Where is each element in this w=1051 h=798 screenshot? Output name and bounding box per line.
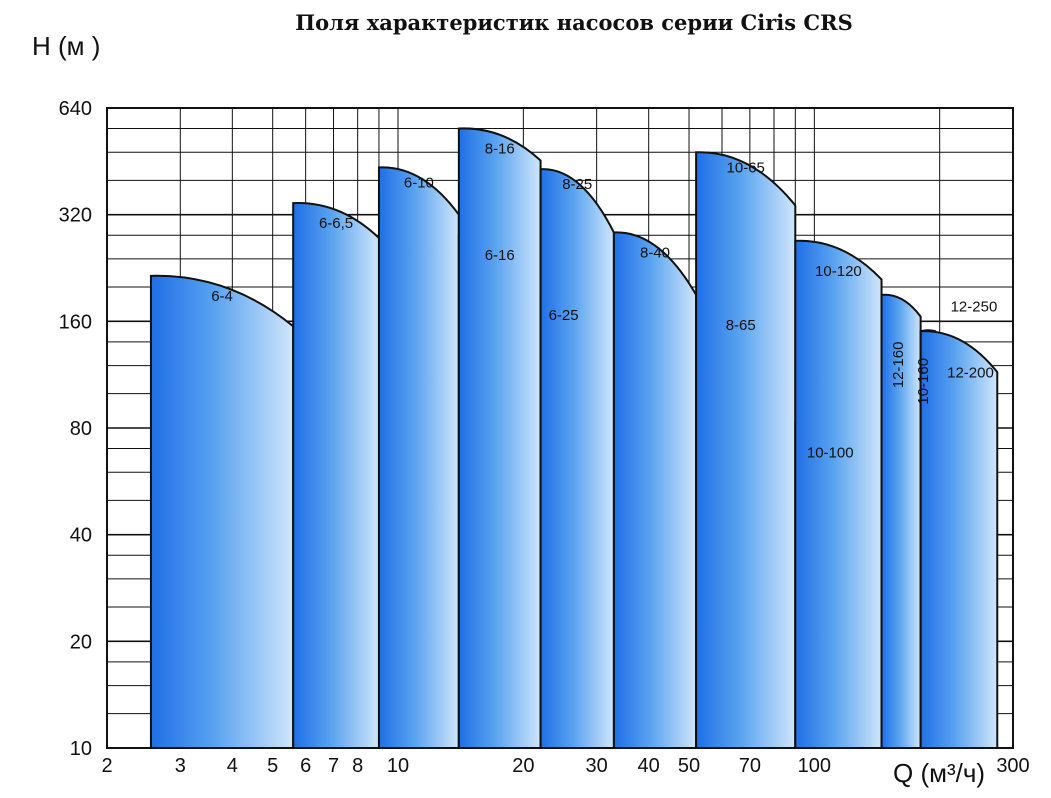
x-tick-label: 4 (227, 755, 238, 777)
pump-field-6-4 (149, 274, 295, 749)
x-tick-label: 300 (996, 755, 1029, 777)
y-tick-label: 10 (70, 738, 92, 760)
axis-ticks: 2 3 4 5 6 7 8 10 20 30 40 50 70 100 300 10 20 40 80 160 320 6… (59, 98, 1030, 777)
x-tick-label: 30 (586, 755, 608, 777)
y-tick-label: 80 (70, 418, 92, 440)
x-tick-label: 20 (512, 755, 534, 777)
plot-frame (106, 107, 1014, 749)
pump-label-6-25: 6-25 (549, 307, 579, 324)
pump-label-8-25: 8-25 (562, 176, 592, 193)
y-tick-label: 20 (70, 631, 92, 653)
pump-label-12-160: 12-160 (890, 342, 907, 389)
pump-field-12-160 (880, 293, 922, 749)
pump-label-8-16: 8-16 (485, 141, 515, 158)
y-tick-label: 320 (59, 205, 92, 227)
x-tick-label: 70 (739, 755, 761, 777)
x-tick-label: 8 (352, 755, 363, 777)
pump-label-8-65: 8-65 (726, 317, 756, 334)
x-tick-label: 2 (101, 755, 112, 777)
x-tick-label: 3 (175, 755, 186, 777)
x-axis-label: Q (м³/ч) (893, 758, 985, 788)
pump-label-6-16: 6-16 (485, 247, 515, 264)
pump-field-8-25 (539, 168, 615, 749)
y-tick-label: 160 (59, 311, 92, 333)
pump-field-6-6,5 (292, 202, 380, 749)
pump-field-8-16 (457, 127, 542, 749)
pump-fields (149, 127, 999, 749)
pump-label-12-200: 12-200 (947, 364, 994, 381)
x-tick-label: 50 (678, 755, 700, 777)
pump-label-8-40: 8-40 (640, 244, 670, 261)
x-tick-label: 10 (387, 755, 409, 777)
y-tick-label: 640 (59, 98, 92, 120)
y-axis-label: H (м ) (32, 31, 100, 61)
pump-label-10-120: 10-120 (815, 263, 862, 280)
pump-label-10-65: 10-65 (727, 159, 765, 176)
pump-label-6-10: 6-10 (404, 174, 434, 191)
pump-label-6-4: 6-4 (211, 288, 233, 305)
pump-label-10-160: 10-160 (915, 358, 932, 405)
x-tick-label: 5 (267, 755, 278, 777)
pump-field-12-250 (919, 330, 999, 749)
x-tick-label: 40 (638, 755, 660, 777)
x-tick-label: 6 (300, 755, 311, 777)
pump-labels: 6-4 6-6,5 6-10 6-16 8-16 6-25 8-25 8-40 8-65 10-6… (211, 141, 997, 462)
y-tick-label: 40 (70, 525, 92, 547)
pump-label-12-250: 12-250 (951, 298, 998, 315)
pump-label-6-6,5: 6-6,5 (319, 215, 353, 232)
pump-field-6-10 (377, 166, 460, 749)
pump-label-10-100: 10-100 (807, 444, 854, 461)
chart-title: Поля характеристик насосов серии Ciris C… (295, 10, 853, 35)
x-tick-label: 100 (798, 755, 831, 777)
pump-field-8-40 (612, 231, 698, 749)
pump-field-10-120 (794, 239, 883, 749)
x-tick-label: 7 (328, 755, 339, 777)
pump-field-10-65 (695, 151, 797, 749)
